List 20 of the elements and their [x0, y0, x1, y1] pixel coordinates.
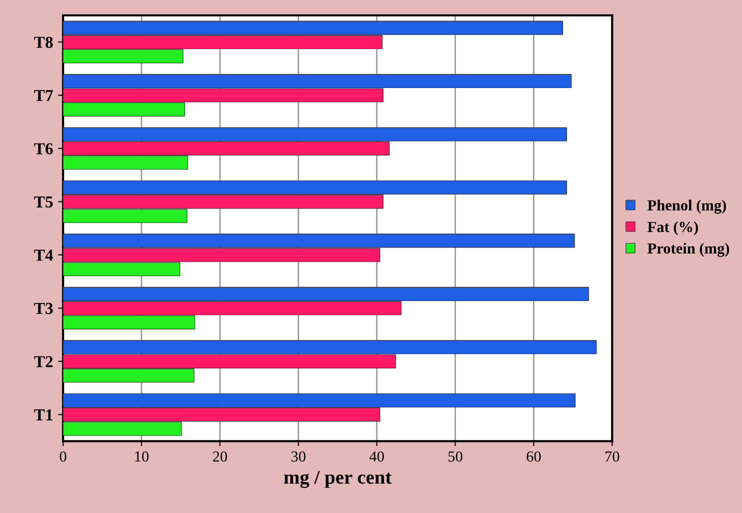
x-tick-label: 30	[291, 451, 306, 462]
y-tick-label: T1	[34, 409, 52, 420]
x-tick-label: 60	[526, 451, 541, 462]
x-tick-label: 40	[369, 451, 384, 462]
x-tick-label: 50	[448, 451, 462, 462]
x-tick-label: 70	[606, 451, 620, 462]
x-tick-label: 10	[135, 451, 149, 462]
y-tick-label: T6	[34, 143, 53, 154]
y-tick-label: T3	[34, 302, 53, 314]
x-tick-label: 0	[60, 451, 66, 462]
y-tick-label: T2	[34, 356, 53, 368]
legend-label: Fat (%)	[648, 221, 698, 236]
y-tick-label: T8	[34, 36, 53, 48]
x-axis-title: mg / per cent	[284, 470, 392, 488]
legend-label: Phenol (mg)	[648, 200, 726, 214]
y-tick-label: T7	[34, 90, 53, 102]
legend-label: Protein (mg)	[648, 242, 730, 257]
y-tick-label: T4	[34, 250, 54, 261]
x-tick-label: 20	[212, 451, 228, 462]
y-tick-label: T5	[34, 196, 53, 208]
